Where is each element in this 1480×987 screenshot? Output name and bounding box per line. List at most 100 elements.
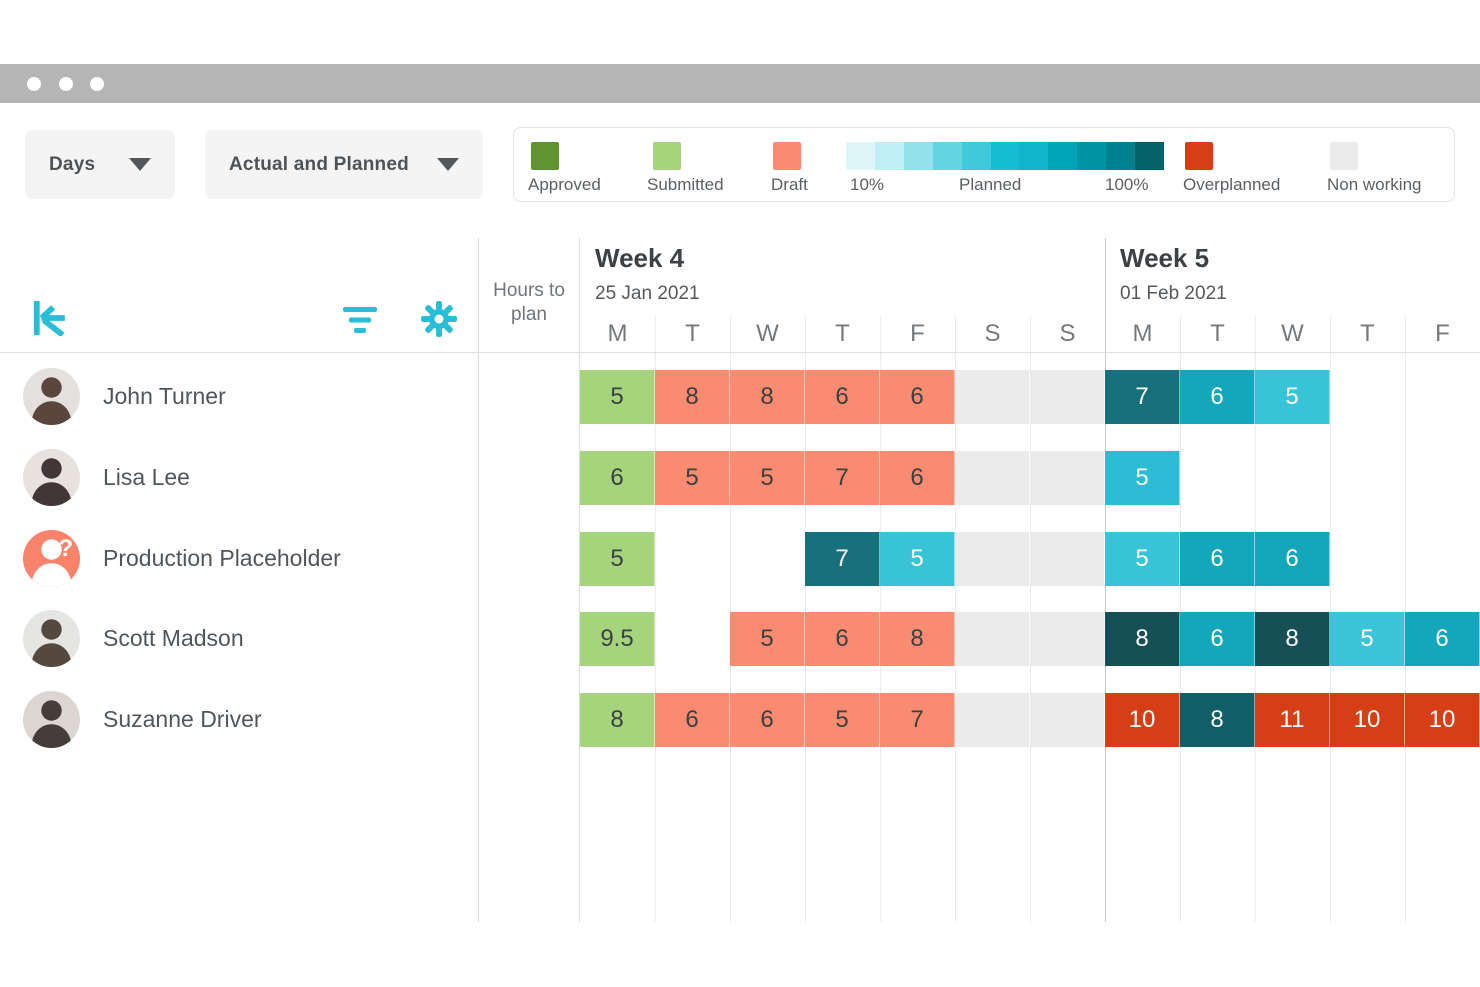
allocation-cell xyxy=(1255,451,1330,505)
chevron-down-icon xyxy=(437,158,459,171)
gear-icon xyxy=(421,301,457,337)
day-header: F xyxy=(910,320,925,347)
window-dot[interactable] xyxy=(27,76,41,91)
legend-label-draft: Draft xyxy=(771,175,808,194)
allocation-cell[interactable]: 6 xyxy=(805,612,880,666)
legend-gradient-end: 100% xyxy=(1105,175,1149,194)
legend: Approved Submitted Draft 10% Planned 100… xyxy=(513,127,1455,202)
allocation-cell xyxy=(955,612,1030,666)
timescale-dropdown[interactable]: Days xyxy=(25,130,175,199)
legend-label-approved: Approved xyxy=(528,175,601,194)
day-header: W xyxy=(756,320,779,347)
allocation-cell[interactable]: 6 xyxy=(1405,612,1480,666)
allocation-cell xyxy=(655,612,730,666)
mode-dropdown[interactable]: Actual and Planned xyxy=(205,130,483,199)
allocation-cell[interactable]: 9.5 xyxy=(580,612,655,666)
allocation-cell[interactable]: 8 xyxy=(580,693,655,747)
window-dot[interactable] xyxy=(59,76,73,91)
allocation-cell[interactable]: 10 xyxy=(1105,693,1180,747)
person-row[interactable]: Lisa Lee 6 5 5 7 6 5 xyxy=(0,449,1480,507)
day-header: T xyxy=(1210,320,1225,347)
legend-gradient-start: 10% xyxy=(850,175,885,194)
allocation-cell[interactable]: 7 xyxy=(805,451,880,505)
allocation-cell xyxy=(1180,451,1255,505)
avatar xyxy=(23,691,80,748)
allocation-cell[interactable]: 6 xyxy=(1180,612,1255,666)
allocation-cell[interactable]: 10 xyxy=(1405,693,1480,747)
allocation-cell[interactable]: 5 xyxy=(580,532,655,586)
allocation-cell[interactable]: 8 xyxy=(880,612,955,666)
window-dot[interactable] xyxy=(90,76,104,91)
allocation-cell[interactable]: 7 xyxy=(880,693,955,747)
allocation-cell[interactable]: 6 xyxy=(655,693,730,747)
kelloo-logo-icon xyxy=(33,301,65,338)
person-name: Lisa Lee xyxy=(103,464,190,490)
person-row[interactable]: ? Production Placeholder 5 7 5 5 6 6 xyxy=(0,530,1480,588)
allocation-cell[interactable]: 6 xyxy=(805,370,880,424)
person-row[interactable]: Scott Madson 9.5 5 6 8 8 6 8 5 6 xyxy=(0,610,1480,668)
person-row[interactable]: John Turner 5 8 8 6 6 7 6 5 xyxy=(0,368,1480,426)
filter-button[interactable] xyxy=(343,307,377,333)
day-header: M xyxy=(607,320,628,347)
allocation-cell[interactable]: 11 xyxy=(1255,693,1330,747)
legend-label-overplanned: Overplanned xyxy=(1183,175,1281,194)
legend-gradient-bar xyxy=(846,142,1164,170)
allocation-cell xyxy=(1330,451,1405,505)
allocation-cell xyxy=(955,370,1030,424)
avatar xyxy=(23,449,80,506)
placeholder-avatar: ? xyxy=(23,530,80,587)
allocation-cell[interactable]: 8 xyxy=(1180,693,1255,747)
allocation-cell[interactable]: 5 xyxy=(1330,612,1405,666)
person-name: John Turner xyxy=(103,383,226,409)
allocation-cell[interactable]: 8 xyxy=(1255,612,1330,666)
person-row[interactable]: Suzanne Driver 8 6 6 5 7 10 8 11 10 10 xyxy=(0,691,1480,749)
allocation-cell[interactable]: 5 xyxy=(655,451,730,505)
legend-swatch-approved xyxy=(531,142,559,170)
allocation-cell[interactable]: 6 xyxy=(1180,370,1255,424)
day-header: T xyxy=(1360,320,1375,347)
panel-divider xyxy=(478,238,479,922)
allocation-cell[interactable]: 5 xyxy=(1105,451,1180,505)
legend-swatch-overplanned xyxy=(1185,142,1213,170)
gradient-step xyxy=(1135,142,1164,170)
allocation-cell[interactable]: 6 xyxy=(1180,532,1255,586)
allocation-cell[interactable]: 5 xyxy=(880,532,955,586)
app-logo[interactable] xyxy=(32,300,68,338)
allocation-cell[interactable]: 6 xyxy=(880,451,955,505)
settings-button[interactable] xyxy=(421,301,457,337)
allocation-cell xyxy=(955,532,1030,586)
allocation-cell[interactable]: 6 xyxy=(730,693,805,747)
week5-date: 01 Feb 2021 xyxy=(1120,283,1227,304)
legend-swatch-submitted xyxy=(653,142,681,170)
allocation-cell xyxy=(1405,451,1480,505)
gradient-step xyxy=(846,142,875,170)
allocation-cell[interactable]: 8 xyxy=(730,370,805,424)
allocation-cell[interactable]: 5 xyxy=(580,370,655,424)
allocation-cell[interactable]: 10 xyxy=(1330,693,1405,747)
allocation-cell[interactable]: 7 xyxy=(1105,370,1180,424)
gradient-step xyxy=(903,142,933,170)
allocation-cell[interactable]: 5 xyxy=(730,451,805,505)
allocation-cell[interactable]: 8 xyxy=(1105,612,1180,666)
chevron-down-icon xyxy=(129,158,151,171)
allocation-cell[interactable]: 6 xyxy=(580,451,655,505)
legend-label-submitted: Submitted xyxy=(647,175,724,194)
allocation-cell[interactable]: 5 xyxy=(1105,532,1180,586)
allocation-cell[interactable]: 5 xyxy=(805,693,880,747)
allocation-cell xyxy=(1330,532,1405,586)
allocation-cell[interactable]: 8 xyxy=(655,370,730,424)
gradient-step xyxy=(874,142,904,170)
timescale-dropdown-value: Days xyxy=(49,153,96,175)
avatar xyxy=(23,610,80,667)
allocation-cell[interactable]: 5 xyxy=(730,612,805,666)
person-silhouette-icon xyxy=(31,539,72,587)
allocation-cell[interactable]: 6 xyxy=(880,370,955,424)
question-mark: ? xyxy=(58,535,73,562)
person-name: Production Placeholder xyxy=(103,545,341,571)
allocation-cell[interactable]: 7 xyxy=(805,532,880,586)
allocation-cell[interactable]: 6 xyxy=(1255,532,1330,586)
allocation-cell xyxy=(1030,612,1105,666)
day-column-line xyxy=(655,316,656,922)
allocation-cell[interactable]: 5 xyxy=(1255,370,1330,424)
gradient-step xyxy=(932,142,962,170)
